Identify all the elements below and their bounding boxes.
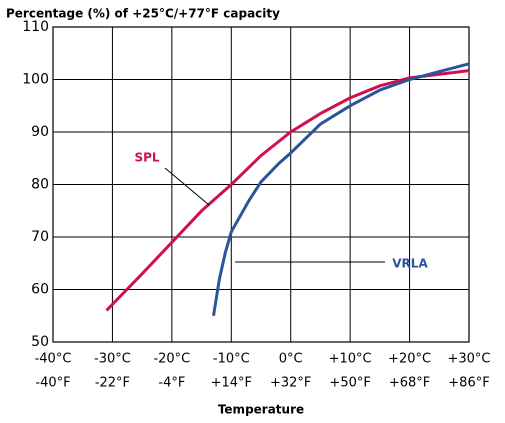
x-tick-label: +10°C	[329, 352, 372, 367]
x-tick-label: +30°C	[447, 352, 490, 367]
x2-tick-label: +32°F	[270, 376, 311, 391]
x2-tick-label: +50°F	[329, 376, 370, 391]
line-series	[212, 62, 470, 317]
x2-tick-label: -22°F	[95, 376, 130, 391]
x-tick-label: -40°C	[35, 352, 72, 367]
chart-title: Percentage (%) of +25°C/+77°F capacity	[6, 7, 280, 21]
x2-tick-label: -4°F	[158, 376, 185, 391]
x-tick-label: 0°C	[279, 352, 303, 367]
x-axis-label: Temperature	[218, 403, 304, 417]
plot-frame	[52, 26, 470, 343]
x-tick-label: -10°C	[213, 352, 250, 367]
y-tick-label: 60	[31, 282, 49, 298]
line-series	[105, 69, 470, 312]
y-tick-label: 80	[31, 177, 49, 193]
y-tick-label: 50	[31, 334, 49, 350]
x-tick-label: +20°C	[388, 352, 431, 367]
leader-line	[164, 167, 210, 206]
series-label: SPL	[134, 151, 159, 165]
x-tick-label: -30°C	[94, 352, 131, 367]
x-tick-label: -20°C	[153, 352, 190, 367]
x2-tick-label: +68°F	[389, 376, 430, 391]
x2-tick-label: +86°F	[448, 376, 489, 391]
series-label: VRLA	[392, 257, 428, 271]
y-tick-label: 100	[22, 72, 49, 88]
x2-tick-label: -40°F	[35, 376, 70, 391]
y-tick-label: 90	[31, 124, 49, 140]
y-tick-label: 110	[22, 19, 49, 35]
x2-tick-label: +14°F	[211, 376, 252, 391]
y-tick-label: 70	[31, 229, 49, 245]
